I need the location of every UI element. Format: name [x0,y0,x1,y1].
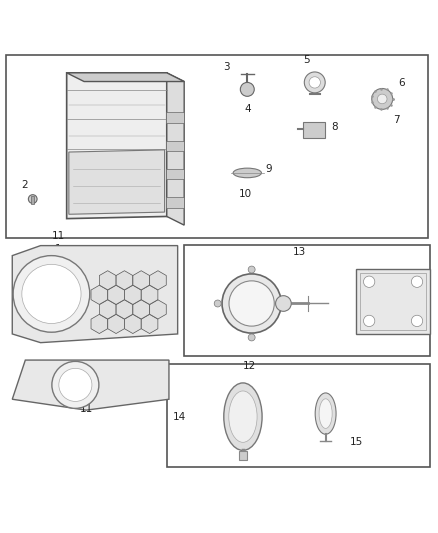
Polygon shape [12,360,169,410]
Polygon shape [167,73,184,225]
Text: 5: 5 [304,55,310,65]
Circle shape [222,274,281,333]
Ellipse shape [224,383,262,450]
Polygon shape [69,150,165,214]
Polygon shape [356,269,430,334]
Bar [239,451,247,460]
Circle shape [28,195,37,204]
Circle shape [22,264,81,324]
Polygon shape [67,73,184,82]
Circle shape [378,94,387,104]
Circle shape [248,334,255,341]
Circle shape [364,276,375,287]
Bar [166,169,184,180]
Circle shape [240,83,254,96]
Circle shape [13,256,90,332]
Bar [6,55,428,238]
Text: 13: 13 [293,247,306,257]
Text: 14: 14 [173,411,187,422]
Text: 8: 8 [331,122,338,132]
Text: 2: 2 [21,180,28,190]
Circle shape [276,296,291,311]
Ellipse shape [233,168,261,177]
Bar [166,197,184,208]
Circle shape [248,266,255,273]
Bar [167,365,430,467]
Ellipse shape [319,399,332,429]
Circle shape [304,72,325,93]
Text: 4: 4 [244,104,251,114]
Text: 9: 9 [265,165,272,174]
Ellipse shape [229,391,257,442]
Text: 10: 10 [239,189,252,199]
Circle shape [59,368,92,401]
Ellipse shape [315,393,336,434]
Bar [166,112,184,123]
Bar [31,197,35,204]
Text: 7: 7 [393,116,400,125]
Circle shape [52,361,99,408]
Circle shape [309,77,321,88]
Circle shape [229,281,274,326]
Circle shape [364,315,375,327]
Bar [303,122,325,138]
Circle shape [411,276,423,287]
Text: 12: 12 [243,361,256,371]
Circle shape [411,315,423,327]
Text: 1: 1 [55,244,61,254]
Circle shape [214,300,221,307]
Circle shape [372,88,392,109]
Text: 11: 11 [51,231,64,241]
Bar [184,245,430,356]
Text: 3: 3 [223,61,230,71]
Text: 6: 6 [399,78,406,88]
Text: 15: 15 [350,437,363,447]
Bar [166,141,184,151]
Circle shape [282,300,289,307]
Polygon shape [12,246,178,343]
Text: 11: 11 [80,403,93,414]
Polygon shape [67,73,167,219]
Bar [360,273,426,329]
